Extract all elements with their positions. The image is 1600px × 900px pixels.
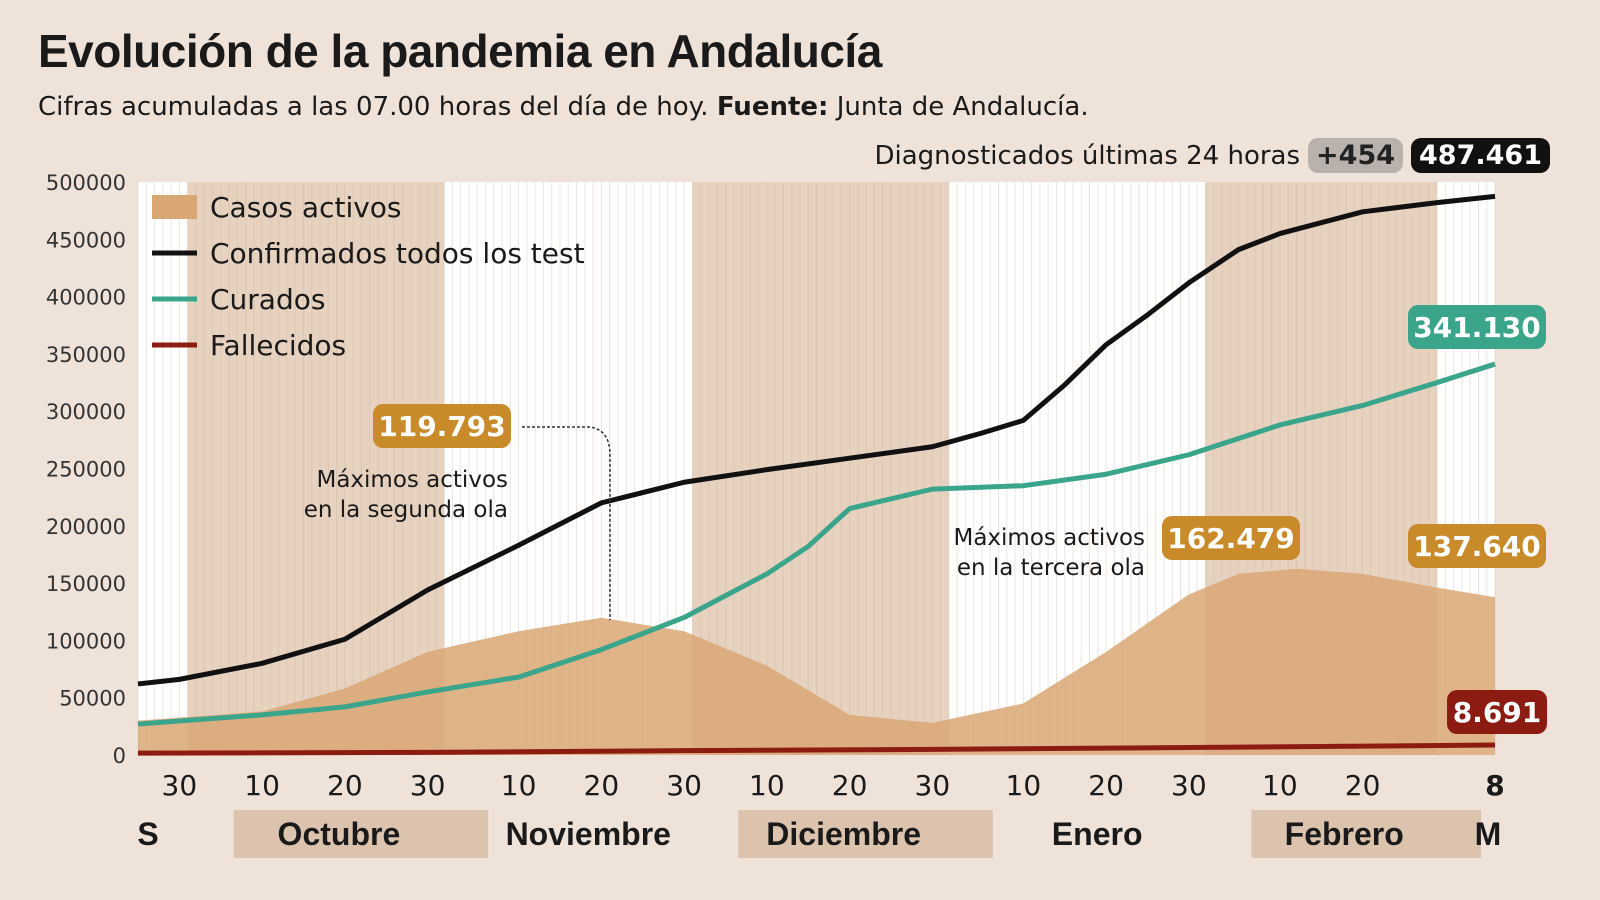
- x-tick-label: 30: [162, 769, 198, 802]
- line-fallecidos: [137, 742, 1496, 756]
- subtitle-text: Cifras acumuladas a las 07.00 horas del …: [38, 92, 709, 122]
- curados-badge: 341.130: [1413, 311, 1541, 344]
- y-tick-label: 500000: [46, 171, 126, 195]
- y-tick-label: 100000: [46, 629, 126, 653]
- peak3-badge-bg: [1162, 516, 1300, 560]
- month-label: Enero: [1052, 816, 1143, 852]
- activos-badge: 137.640: [1413, 530, 1541, 563]
- x-tick-label: 30: [666, 769, 702, 802]
- legend-label: Curados: [210, 283, 325, 316]
- line-confirmados-todos-los-test: [137, 193, 1496, 687]
- month-label: Noviembre: [506, 816, 671, 852]
- legend-label: Fallecidos: [210, 329, 346, 362]
- peak2-leader-line: [522, 426, 611, 620]
- month-band: [187, 182, 445, 755]
- y-tick-label: 150000: [46, 572, 126, 596]
- diagnosed-delta-badge: +454: [1308, 138, 1404, 173]
- fallecidos-badge: 8.691: [1453, 696, 1542, 729]
- month-label: Febrero: [1285, 816, 1404, 852]
- legend-label: Confirmados todos los test: [210, 237, 585, 270]
- y-tick-label: 400000: [46, 286, 126, 310]
- y-tick-label: 0: [113, 744, 126, 768]
- month-label: Diciembre: [766, 816, 921, 852]
- peak3-note: Máximos activos: [953, 525, 1145, 551]
- x-tick-label: 30: [915, 769, 951, 802]
- source-label: Fuente:: [716, 92, 829, 122]
- y-tick-label: 300000: [46, 400, 126, 424]
- activos-badge-bg: [1408, 524, 1546, 568]
- x-tick-label: 30: [1171, 769, 1207, 802]
- y-tick-label: 50000: [59, 687, 126, 711]
- month-label-box: [233, 810, 489, 858]
- x-tick-label: 20: [327, 769, 363, 802]
- peak3-badge: 162.479: [1167, 522, 1295, 555]
- line-curados: [137, 361, 1496, 727]
- curados-badge-bg: [1408, 305, 1546, 349]
- x-tick-label: 20: [584, 769, 620, 802]
- x-tick-label: 20: [1088, 769, 1124, 802]
- fallecidos-badge-bg: [1447, 690, 1547, 734]
- y-tick-label: 350000: [46, 343, 126, 367]
- area-casos-activos: [138, 568, 1495, 755]
- peak2-note: Máximos activos: [316, 467, 508, 493]
- month-band: [138, 182, 188, 755]
- x-tick-label: 8: [1485, 769, 1504, 802]
- month-label: S: [137, 816, 158, 852]
- legend-swatch: [152, 195, 197, 219]
- x-tick-label: 30: [410, 769, 446, 802]
- diagnosed-label: Diagnosticados últimas 24 horas: [874, 140, 1301, 171]
- x-tick-label: 20: [832, 769, 868, 802]
- chart-title: Evolución de la pandemia en Andalucía: [38, 25, 882, 77]
- peak2-badge-bg: [373, 404, 511, 448]
- x-tick-label: 10: [1262, 769, 1298, 802]
- legend-label: Casos activos: [210, 191, 402, 224]
- diagnosed-total-badge: 487.461: [1411, 138, 1550, 173]
- peak2-badge: 119.793: [378, 410, 506, 443]
- y-tick-label: 200000: [46, 515, 126, 539]
- x-tick-label: 20: [1345, 769, 1381, 802]
- x-tick-label: 10: [244, 769, 280, 802]
- month-label: Octubre: [278, 816, 401, 852]
- x-tick-label: 10: [501, 769, 537, 802]
- y-tick-label: 450000: [46, 228, 126, 252]
- peak3-note: en la tercera ola: [957, 555, 1145, 581]
- month-label-box: [1251, 810, 1482, 858]
- peak2-note: en la segunda ola: [304, 497, 508, 523]
- diagnosed-summary: Diagnosticados últimas 24 horas +454 487…: [874, 138, 1550, 173]
- y-tick-label: 250000: [46, 458, 126, 482]
- x-tick-label: 10: [1006, 769, 1042, 802]
- x-tick-label: 10: [749, 769, 785, 802]
- month-label-box: [738, 810, 993, 858]
- chart-subtitle: Cifras acumuladas a las 07.00 horas del …: [38, 92, 1089, 122]
- source-text: Junta de Andalucía.: [836, 92, 1089, 122]
- month-label: M: [1475, 816, 1502, 852]
